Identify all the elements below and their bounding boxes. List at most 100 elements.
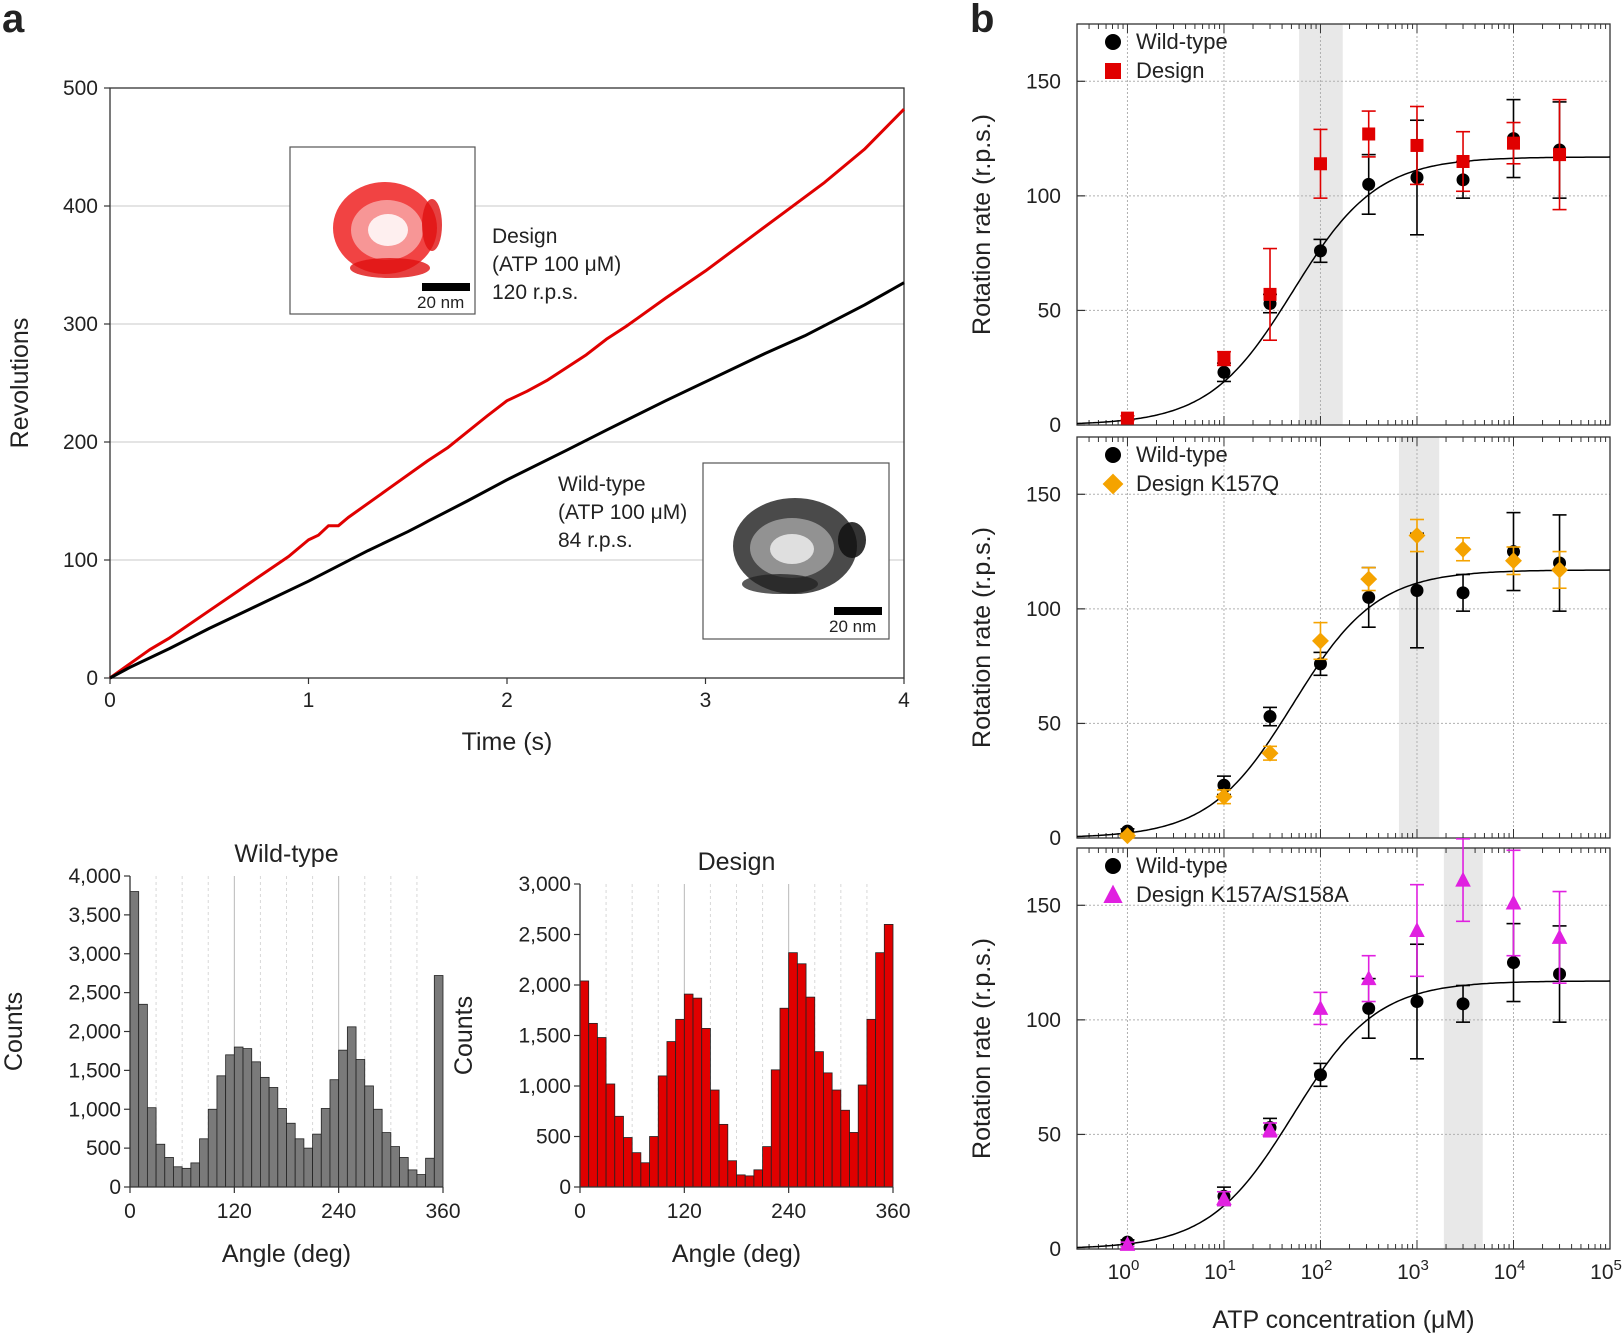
rate2-point-0 bbox=[1456, 586, 1470, 600]
rate3-point-1 bbox=[1551, 928, 1568, 944]
rate1-point-1 bbox=[1217, 352, 1231, 366]
rate2-ytick-label: 50 bbox=[1038, 712, 1061, 735]
rate3-point-0 bbox=[1410, 995, 1424, 1009]
histwt-bar bbox=[190, 1162, 200, 1188]
rate1-ytick-label: 0 bbox=[1049, 414, 1061, 437]
rev-xtick-label: 4 bbox=[898, 689, 910, 712]
histdesign-bar bbox=[814, 1051, 824, 1188]
histwt-bar bbox=[364, 1085, 374, 1188]
histwt-ytick-label: 1,000 bbox=[68, 1098, 121, 1121]
rate3-ytick-label: 50 bbox=[1038, 1123, 1061, 1146]
histwt-xtick-label: 0 bbox=[124, 1200, 136, 1223]
hist-wildtype-chart: 0 500 1,000 1,500 2,000 2,500 3,000 3,500 4,000 0… bbox=[0, 840, 461, 1268]
panel-letter-b: b bbox=[970, 0, 994, 41]
histdesign-ytick-label: 1,500 bbox=[518, 1025, 571, 1048]
rev-ylabel: Revolutions bbox=[6, 318, 34, 449]
histdesign-xtick-label: 0 bbox=[574, 1200, 586, 1223]
rate2-legend-marker-1 bbox=[1102, 473, 1124, 495]
histdesign-bar bbox=[710, 1089, 720, 1188]
rate3-point-1 bbox=[1409, 922, 1425, 937]
histwt-bar bbox=[320, 1108, 331, 1188]
rate1-ytick-label: 100 bbox=[1026, 185, 1061, 208]
rev-ytick-label: 0 bbox=[86, 667, 98, 690]
histwt-bar bbox=[346, 1026, 357, 1188]
rate1-ytick-label: 50 bbox=[1038, 299, 1061, 322]
histwt-xlabel: Angle (deg) bbox=[222, 1240, 351, 1268]
rev-xtick-label: 2 bbox=[501, 689, 513, 712]
rate3-ylabel: Rotation rate (r.p.s.) bbox=[968, 938, 996, 1159]
histwt-ytick-label: 4,000 bbox=[68, 865, 121, 888]
rate1-legend-marker-0 bbox=[1105, 34, 1121, 50]
rate3-legend-marker-0 bbox=[1105, 858, 1121, 874]
rate3-point-0 bbox=[1506, 956, 1520, 970]
rev-xtick-label: 3 bbox=[700, 689, 712, 712]
rate2-legend-label-0: Wild-type bbox=[1136, 442, 1228, 467]
histwt-bar bbox=[416, 1174, 427, 1188]
histdesign-ytick-label: 1,000 bbox=[518, 1075, 571, 1098]
histdesign-bar bbox=[605, 1083, 616, 1188]
rate2-legend-marker-0 bbox=[1105, 447, 1121, 463]
histdesign-bar bbox=[788, 952, 798, 1188]
rate3-point-1 bbox=[1216, 1190, 1232, 1206]
rate3-point-0 bbox=[1313, 1068, 1327, 1082]
rate2-point-1 bbox=[1505, 552, 1522, 570]
histwt-xtick-label: 240 bbox=[321, 1200, 356, 1223]
rate1-point-0 bbox=[1362, 177, 1376, 191]
histdesign-ylabel: Counts bbox=[450, 996, 478, 1075]
histdesign-bar bbox=[744, 1175, 755, 1188]
rate3-xtick-label: 100 bbox=[1108, 1257, 1140, 1284]
wildtype-annotation: 20 nm Wild-type (ATP 100 μM) 84 r.p.s. bbox=[558, 462, 890, 640]
histwt-bar bbox=[312, 1133, 322, 1188]
panel-letter-a: a bbox=[2, 0, 25, 41]
wildtype-label: Wild-type bbox=[558, 473, 646, 496]
rate1-point-0 bbox=[1313, 244, 1327, 258]
histwt-ylabel: Counts bbox=[0, 992, 28, 1071]
rate1-point-1 bbox=[1263, 287, 1277, 301]
histdesign-bar bbox=[675, 1018, 685, 1188]
rate-design-chart: 0 50 100 150 Wild-type Design Rotation rate (r… bbox=[968, 23, 1611, 437]
rate3-ytick-label: 150 bbox=[1026, 894, 1061, 917]
rate2-point-1 bbox=[1119, 827, 1136, 845]
rate2-point-1 bbox=[1312, 632, 1329, 650]
rate2-plot-frame bbox=[1076, 436, 1611, 839]
histdesign-ytick-label: 2,500 bbox=[518, 924, 571, 947]
histwt-ytick-label: 1,500 bbox=[68, 1059, 121, 1082]
histdesign-bar bbox=[727, 1160, 737, 1188]
histwt-bar bbox=[286, 1122, 296, 1188]
rate2-point-0 bbox=[1362, 590, 1376, 604]
histwt-bar bbox=[260, 1076, 270, 1188]
histdesign-xtick-label: 360 bbox=[875, 1200, 910, 1223]
rate3-point-1 bbox=[1505, 894, 1522, 910]
rate3-xtick-label: 102 bbox=[1301, 1257, 1333, 1284]
rate1-point-1 bbox=[1410, 138, 1424, 152]
design-scalebar bbox=[422, 283, 470, 291]
rate3-plot-frame bbox=[1076, 847, 1611, 1250]
histwt-bar bbox=[207, 1108, 218, 1188]
histdesign-bar bbox=[692, 997, 703, 1188]
histdesign-bar bbox=[762, 1146, 772, 1188]
rate3-xtick-label: 103 bbox=[1397, 1257, 1429, 1284]
rate2-point-1 bbox=[1360, 570, 1378, 588]
histdesign-bar bbox=[883, 924, 894, 1188]
histwt-bar bbox=[373, 1108, 383, 1188]
histwt-bar bbox=[164, 1157, 174, 1188]
rate1-point-0 bbox=[1217, 365, 1231, 379]
rate1-ytick-label: 150 bbox=[1026, 70, 1061, 93]
rate3-point-1 bbox=[1455, 871, 1471, 887]
histdesign-ytick-label: 500 bbox=[536, 1126, 571, 1149]
rate1-fit-curve bbox=[1076, 156, 1611, 425]
rate1-point-1 bbox=[1553, 148, 1567, 162]
rate2-point-1 bbox=[1261, 744, 1279, 762]
histwt-ytick-label: 3,500 bbox=[68, 904, 121, 927]
rate1-plot-frame bbox=[1076, 23, 1611, 426]
rate1-point-1 bbox=[1313, 157, 1327, 171]
histdesign-bar bbox=[857, 1084, 868, 1188]
rate1-legend-label-0: Wild-type bbox=[1136, 29, 1228, 54]
histdesign-xlabel: Angle (deg) bbox=[672, 1240, 801, 1268]
rate2-point-0 bbox=[1410, 584, 1424, 598]
rate2-point-1 bbox=[1551, 561, 1568, 579]
histdesign-bar bbox=[875, 952, 885, 1188]
histdesign-xtick-label: 240 bbox=[771, 1200, 806, 1223]
histwt-xtick-label: 120 bbox=[217, 1200, 252, 1223]
wildtype-atp-label: (ATP 100 μM) bbox=[558, 501, 687, 524]
